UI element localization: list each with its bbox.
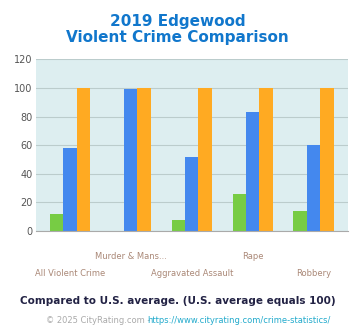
Bar (233, 194, 246, 231)
Bar (185, 157, 198, 231)
Text: Rape: Rape (242, 251, 263, 261)
Bar (198, 88, 212, 231)
Text: Robbery: Robbery (296, 269, 331, 278)
Text: 2019 Edgewood: 2019 Edgewood (110, 14, 245, 29)
Bar (307, 145, 320, 231)
Bar (124, 89, 137, 231)
Text: https://www.cityrating.com/crime-statistics/: https://www.cityrating.com/crime-statist… (147, 315, 331, 325)
Bar (63, 148, 77, 231)
Bar (246, 112, 260, 231)
Bar (171, 219, 185, 231)
Bar (137, 88, 151, 231)
Text: © 2025 CityRating.com -: © 2025 CityRating.com - (46, 315, 153, 325)
Bar (77, 88, 90, 231)
Bar (50, 214, 63, 231)
Text: Compared to U.S. average. (U.S. average equals 100): Compared to U.S. average. (U.S. average … (20, 296, 335, 306)
Text: Murder & Mans...: Murder & Mans... (95, 251, 167, 261)
Bar (294, 211, 307, 231)
Text: Violent Crime Comparison: Violent Crime Comparison (66, 30, 289, 46)
Bar (320, 88, 334, 231)
Text: All Violent Crime: All Violent Crime (35, 269, 105, 278)
Bar (260, 88, 273, 231)
Text: Aggravated Assault: Aggravated Assault (151, 269, 233, 278)
